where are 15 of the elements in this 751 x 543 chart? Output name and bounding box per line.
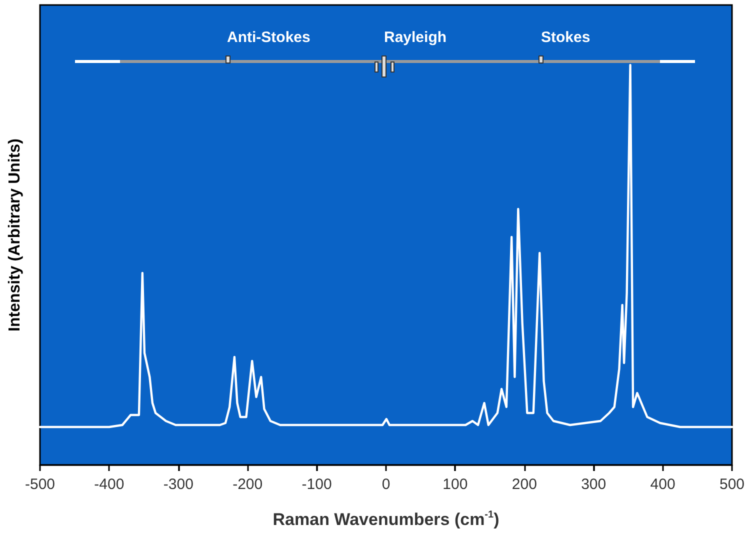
text: Rayleigh — [384, 29, 447, 46]
x-tick-label: -200 — [232, 476, 263, 493]
x-tick-label: 400 — [650, 476, 676, 493]
x-tick-label: -100 — [302, 476, 332, 493]
x-tick-label: 500 — [719, 476, 745, 493]
x-tick-label: -400 — [94, 476, 124, 493]
x-tick-label: -500 — [24, 476, 56, 493]
x-tick-label: 100 — [442, 476, 468, 493]
x-tick-label: 0 — [382, 476, 390, 493]
y-axis-title: Intensity (Arbitrary Units) — [6, 138, 24, 332]
text: Anti-Stokes — [227, 29, 310, 46]
text: Stokes — [541, 29, 590, 46]
x-tick-label: 300 — [581, 476, 606, 493]
x-tick-label: 200 — [512, 476, 537, 493]
x-tick-label: -300 — [163, 476, 194, 493]
